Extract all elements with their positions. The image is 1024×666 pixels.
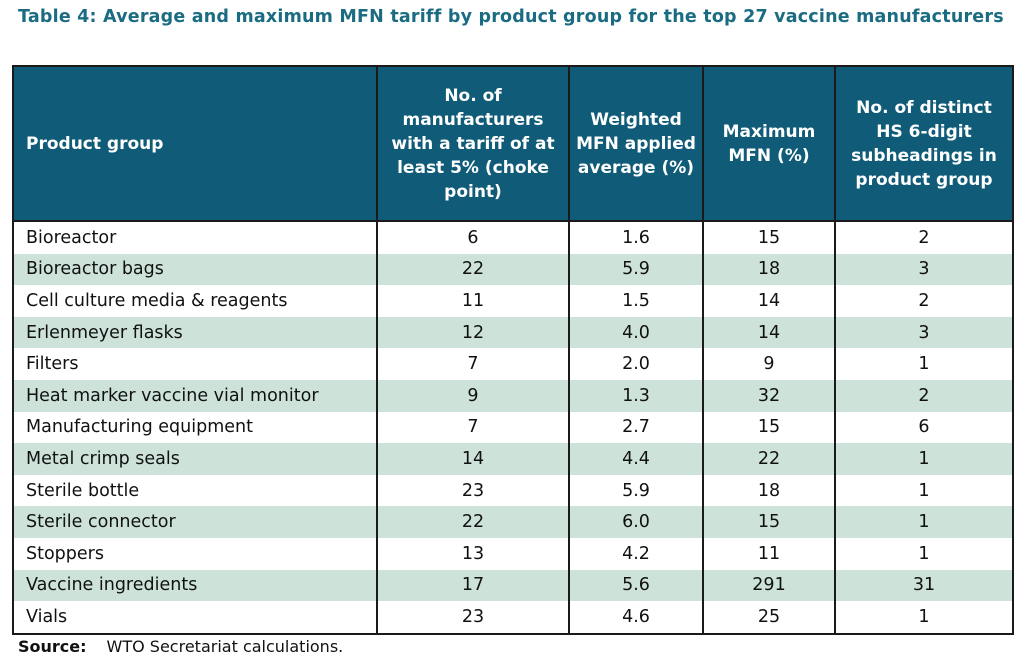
- table-row: Sterile connector 22 6.0 15 1: [12, 506, 1014, 538]
- cell-manufacturers-count: 9: [376, 379, 570, 412]
- cell-product-group: Cell culture media & reagents: [12, 285, 378, 317]
- cell-product-group: Stoppers: [12, 537, 378, 570]
- cell-maximum-mfn: 18: [702, 474, 836, 507]
- cell-maximum-mfn: 14: [702, 316, 836, 349]
- cell-weighted-mfn: 5.9: [568, 474, 704, 507]
- cell-hs-subheadings: 3: [834, 316, 1014, 349]
- cell-product-group: Bioreactor bags: [12, 253, 378, 286]
- cell-maximum-mfn: 18: [702, 253, 836, 286]
- cell-weighted-mfn: 5.9: [568, 253, 704, 286]
- cell-product-group: Vaccine ingredients: [12, 569, 378, 602]
- cell-hs-subheadings: 2: [834, 285, 1014, 317]
- cell-manufacturers-count: 7: [376, 348, 570, 380]
- cell-product-group: Bioreactor: [12, 221, 378, 254]
- cell-product-group: Filters: [12, 348, 378, 380]
- cell-manufacturers-count: 13: [376, 537, 570, 570]
- header-row: Product group No. of manufacturers with …: [12, 66, 1014, 222]
- cell-maximum-mfn: 9: [702, 348, 836, 380]
- table-row: Bioreactor 6 1.6 15 2: [12, 221, 1014, 254]
- cell-product-group: Sterile connector: [12, 506, 378, 538]
- table-title: Table 4: Average and maximum MFN tariff …: [18, 7, 1004, 27]
- table-row: Bioreactor bags 22 5.9 18 3: [12, 253, 1014, 286]
- cell-hs-subheadings: 1: [834, 537, 1014, 570]
- cell-maximum-mfn: 11: [702, 537, 836, 570]
- table-row: Metal crimp seals 14 4.4 22 1: [12, 443, 1014, 475]
- cell-weighted-mfn: 2.0: [568, 348, 704, 380]
- cell-weighted-mfn: 1.6: [568, 221, 704, 254]
- cell-hs-subheadings: 2: [834, 221, 1014, 254]
- tariff-table: Product group No. of manufacturers with …: [12, 65, 1014, 635]
- cell-weighted-mfn: 4.4: [568, 443, 704, 475]
- cell-hs-subheadings: 1: [834, 601, 1014, 634]
- cell-maximum-mfn: 291: [702, 569, 836, 602]
- cell-hs-subheadings: 1: [834, 443, 1014, 475]
- cell-manufacturers-count: 14: [376, 443, 570, 475]
- cell-manufacturers-count: 12: [376, 316, 570, 349]
- source-note: Source: WTO Secretariat calculations.: [18, 637, 343, 656]
- cell-hs-subheadings: 6: [834, 411, 1014, 444]
- cell-maximum-mfn: 25: [702, 601, 836, 634]
- cell-maximum-mfn: 15: [702, 506, 836, 538]
- cell-weighted-mfn: 4.6: [568, 601, 704, 634]
- header-hs-subheadings: No. of distinct HS 6-digit subheadings i…: [834, 66, 1014, 222]
- cell-hs-subheadings: 31: [834, 569, 1014, 602]
- table-row: Vials 23 4.6 25 1: [12, 601, 1014, 634]
- cell-maximum-mfn: 32: [702, 379, 836, 412]
- cell-hs-subheadings: 3: [834, 253, 1014, 286]
- table-body: Bioreactor 6 1.6 15 2 Bioreactor bags 22 5.9 18 3…: [12, 221, 1014, 634]
- table-row: Manufacturing equipment 7 2.7 15 6: [12, 411, 1014, 444]
- header-maximum-mfn: Maximum MFN (%): [702, 66, 836, 222]
- cell-manufacturers-count: 22: [376, 253, 570, 286]
- cell-manufacturers-count: 23: [376, 474, 570, 507]
- cell-hs-subheadings: 1: [834, 474, 1014, 507]
- cell-weighted-mfn: 2.7: [568, 411, 704, 444]
- cell-weighted-mfn: 6.0: [568, 506, 704, 538]
- cell-manufacturers-count: 11: [376, 285, 570, 317]
- table-row: Cell culture media & reagents 11 1.5 14 2: [12, 285, 1014, 317]
- cell-manufacturers-count: 23: [376, 601, 570, 634]
- table-row: Heat marker vaccine vial monitor 9 1.3 32 2: [12, 379, 1014, 412]
- cell-product-group: Manufacturing equipment: [12, 411, 378, 444]
- cell-product-group: Vials: [12, 601, 378, 634]
- table-row: Filters 7 2.0 9 1: [12, 348, 1014, 380]
- header-manufacturers-count: No. of manufacturers with a tariff of at…: [376, 66, 570, 222]
- table-row: Erlenmeyer flasks 12 4.0 14 3: [12, 316, 1014, 349]
- table-row: Vaccine ingredients 17 5.6 291 31: [12, 569, 1014, 602]
- cell-product-group: Sterile bottle: [12, 474, 378, 507]
- cell-maximum-mfn: 14: [702, 285, 836, 317]
- header-weighted-mfn: Weighted MFN applied average (%): [568, 66, 704, 222]
- cell-hs-subheadings: 1: [834, 506, 1014, 538]
- cell-manufacturers-count: 17: [376, 569, 570, 602]
- cell-hs-subheadings: 1: [834, 348, 1014, 380]
- cell-weighted-mfn: 1.3: [568, 379, 704, 412]
- source-text: WTO Secretariat calculations.: [106, 637, 344, 656]
- table-row: Stoppers 13 4.2 11 1: [12, 537, 1014, 570]
- cell-weighted-mfn: 4.0: [568, 316, 704, 349]
- cell-manufacturers-count: 22: [376, 506, 570, 538]
- cell-product-group: Metal crimp seals: [12, 443, 378, 475]
- source-label: Source:: [18, 637, 87, 656]
- cell-weighted-mfn: 5.6: [568, 569, 704, 602]
- cell-maximum-mfn: 22: [702, 443, 836, 475]
- cell-maximum-mfn: 15: [702, 221, 836, 254]
- cell-maximum-mfn: 15: [702, 411, 836, 444]
- table-row: Sterile bottle 23 5.9 18 1: [12, 474, 1014, 507]
- cell-weighted-mfn: 4.2: [568, 537, 704, 570]
- cell-manufacturers-count: 6: [376, 221, 570, 254]
- cell-manufacturers-count: 7: [376, 411, 570, 444]
- cell-hs-subheadings: 2: [834, 379, 1014, 412]
- cell-weighted-mfn: 1.5: [568, 285, 704, 317]
- cell-product-group: Erlenmeyer flasks: [12, 316, 378, 349]
- cell-product-group: Heat marker vaccine vial monitor: [12, 379, 378, 412]
- header-product-group: Product group: [12, 66, 378, 222]
